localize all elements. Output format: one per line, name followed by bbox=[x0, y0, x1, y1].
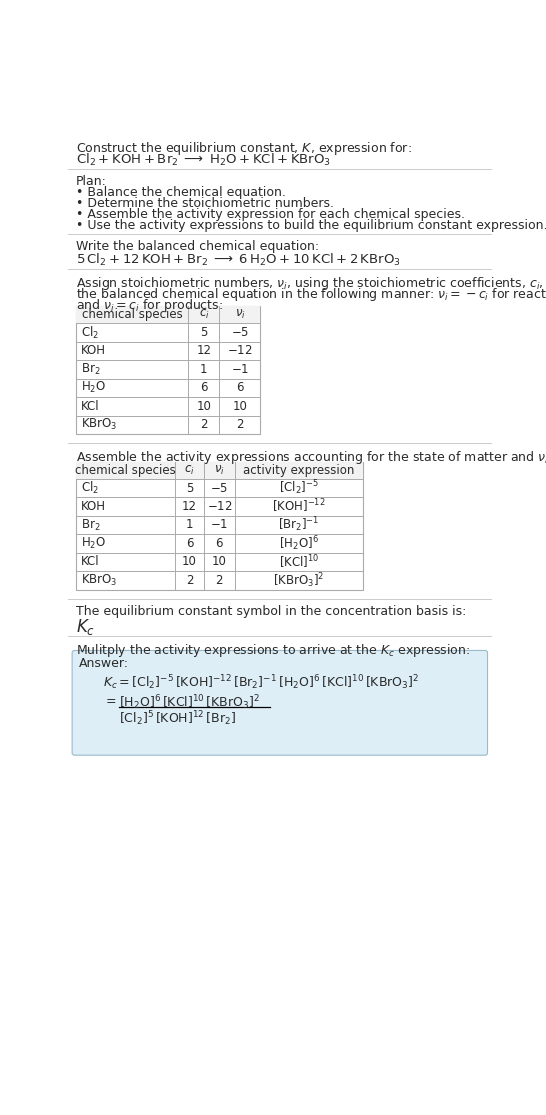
Text: $K_c = [\mathrm{Cl_2}]^{-5}\,[\mathrm{KOH}]^{-12}\,[\mathrm{Br_2}]^{-1}\,[\mathr: $K_c = [\mathrm{Cl_2}]^{-5}\,[\mathrm{KO… bbox=[103, 672, 419, 691]
Text: the balanced chemical equation in the following manner: $\nu_i = -c_i$ for react: the balanced chemical equation in the fo… bbox=[76, 287, 546, 303]
Text: 10: 10 bbox=[197, 400, 211, 413]
Text: $c_i$: $c_i$ bbox=[199, 308, 209, 321]
Text: $[\mathrm{KCl}]^{10}$: $[\mathrm{KCl}]^{10}$ bbox=[278, 553, 319, 571]
Text: Mulitply the activity expressions to arrive at the $K_c$ expression:: Mulitply the activity expressions to arr… bbox=[76, 642, 470, 659]
Text: $-5$: $-5$ bbox=[231, 326, 249, 339]
Text: $-12$: $-12$ bbox=[206, 500, 232, 513]
Bar bbox=[76, 307, 260, 434]
Text: Answer:: Answer: bbox=[79, 658, 129, 670]
Text: $\mathrm{H_2O}$: $\mathrm{H_2O}$ bbox=[81, 536, 106, 551]
Text: $c_i$: $c_i$ bbox=[184, 464, 195, 477]
Text: $=$: $=$ bbox=[103, 692, 117, 706]
Text: 6: 6 bbox=[216, 537, 223, 550]
Text: Construct the equilibrium constant, $K$, expression for:: Construct the equilibrium constant, $K$,… bbox=[76, 140, 412, 157]
Text: chemical species: chemical species bbox=[75, 464, 176, 477]
Text: • Balance the chemical equation.: • Balance the chemical equation. bbox=[76, 186, 286, 200]
Text: $\nu_i$: $\nu_i$ bbox=[234, 308, 245, 321]
Text: 2: 2 bbox=[216, 574, 223, 586]
Text: Assign stoichiometric numbers, $\nu_i$, using the stoichiometric coefficients, $: Assign stoichiometric numbers, $\nu_i$, … bbox=[76, 275, 546, 292]
Text: 5: 5 bbox=[186, 482, 193, 494]
Text: $\mathrm{Cl_2 + KOH + Br_2 \;\longrightarrow\; H_2O + KCl + KBrO_3}$: $\mathrm{Cl_2 + KOH + Br_2 \;\longrighta… bbox=[76, 153, 331, 168]
Text: $\mathrm{5\,Cl_2 + 12\,KOH + Br_2 \;\longrightarrow\; 6\,H_2O + 10\,KCl + 2\,KBr: $\mathrm{5\,Cl_2 + 12\,KOH + Br_2 \;\lon… bbox=[76, 252, 401, 269]
Text: $-1$: $-1$ bbox=[210, 518, 228, 532]
Text: $\mathrm{KBrO_3}$: $\mathrm{KBrO_3}$ bbox=[81, 417, 117, 433]
Bar bbox=[76, 462, 363, 590]
Text: $[\mathrm{KBrO_3}]^2$: $[\mathrm{KBrO_3}]^2$ bbox=[273, 571, 324, 590]
Text: 10: 10 bbox=[182, 555, 197, 569]
Text: • Assemble the activity expression for each chemical species.: • Assemble the activity expression for e… bbox=[76, 207, 465, 221]
Text: 6: 6 bbox=[236, 381, 244, 395]
Text: $\mathrm{KBrO_3}$: $\mathrm{KBrO_3}$ bbox=[81, 573, 117, 588]
Text: 12: 12 bbox=[197, 345, 211, 358]
Text: 2: 2 bbox=[200, 418, 207, 432]
Text: $\mathrm{Cl_2}$: $\mathrm{Cl_2}$ bbox=[81, 479, 99, 496]
Text: 2: 2 bbox=[186, 574, 193, 586]
Text: chemical species: chemical species bbox=[82, 308, 182, 321]
Text: $\nu_i$: $\nu_i$ bbox=[214, 464, 225, 477]
Text: 6: 6 bbox=[200, 381, 207, 395]
Text: The equilibrium constant symbol in the concentration basis is:: The equilibrium constant symbol in the c… bbox=[76, 605, 466, 618]
Text: Plan:: Plan: bbox=[76, 175, 107, 188]
Text: and $\nu_i = c_i$ for products:: and $\nu_i = c_i$ for products: bbox=[76, 297, 223, 314]
Text: $-12$: $-12$ bbox=[227, 345, 253, 358]
Text: $[\mathrm{H_2O}]^6$: $[\mathrm{H_2O}]^6$ bbox=[279, 534, 319, 553]
Text: 10: 10 bbox=[212, 555, 227, 569]
Text: $[\mathrm{Cl_2}]^5\,[\mathrm{KOH}]^{12}\,[\mathrm{Br_2}]$: $[\mathrm{Cl_2}]^5\,[\mathrm{KOH}]^{12}\… bbox=[118, 710, 236, 728]
Text: Assemble the activity expressions accounting for the state of matter and $\nu_i$: Assemble the activity expressions accoun… bbox=[76, 449, 546, 466]
Text: $\mathrm{Cl_2}$: $\mathrm{Cl_2}$ bbox=[81, 324, 99, 340]
Text: $\mathrm{H_2O}$: $\mathrm{H_2O}$ bbox=[81, 380, 106, 396]
Text: KOH: KOH bbox=[81, 500, 105, 513]
Text: • Use the activity expressions to build the equilibrium constant expression.: • Use the activity expressions to build … bbox=[76, 219, 546, 232]
Text: $\mathrm{Br_2}$: $\mathrm{Br_2}$ bbox=[81, 362, 100, 377]
Text: $[\mathrm{KOH}]^{-12}$: $[\mathrm{KOH}]^{-12}$ bbox=[272, 497, 325, 515]
Text: 1: 1 bbox=[186, 518, 193, 532]
Text: Write the balanced chemical equation:: Write the balanced chemical equation: bbox=[76, 240, 319, 253]
Text: $\mathrm{Br_2}$: $\mathrm{Br_2}$ bbox=[81, 517, 100, 533]
Text: 10: 10 bbox=[233, 400, 247, 413]
Text: $K_c$: $K_c$ bbox=[76, 618, 95, 638]
Text: • Determine the stoichiometric numbers.: • Determine the stoichiometric numbers. bbox=[76, 197, 334, 210]
Bar bbox=[76, 307, 260, 323]
Text: KOH: KOH bbox=[81, 345, 105, 358]
Text: 12: 12 bbox=[182, 500, 197, 513]
Text: $-5$: $-5$ bbox=[210, 482, 228, 494]
Text: $-1$: $-1$ bbox=[231, 362, 249, 376]
Bar bbox=[76, 462, 363, 478]
Text: KCl: KCl bbox=[81, 555, 99, 569]
FancyBboxPatch shape bbox=[72, 650, 488, 755]
Text: 1: 1 bbox=[200, 362, 207, 376]
Text: $[\mathrm{Cl_2}]^{-5}$: $[\mathrm{Cl_2}]^{-5}$ bbox=[279, 478, 319, 497]
Text: 2: 2 bbox=[236, 418, 244, 432]
Text: 5: 5 bbox=[200, 326, 207, 339]
Text: activity expression: activity expression bbox=[243, 464, 354, 477]
Text: $[\mathrm{H_2O}]^6\,[\mathrm{KCl}]^{10}\,[\mathrm{KBrO_3}]^2$: $[\mathrm{H_2O}]^6\,[\mathrm{KCl}]^{10}\… bbox=[118, 692, 260, 711]
Text: 6: 6 bbox=[186, 537, 193, 550]
Text: $[\mathrm{Br_2}]^{-1}$: $[\mathrm{Br_2}]^{-1}$ bbox=[278, 515, 319, 534]
Text: KCl: KCl bbox=[81, 400, 99, 413]
